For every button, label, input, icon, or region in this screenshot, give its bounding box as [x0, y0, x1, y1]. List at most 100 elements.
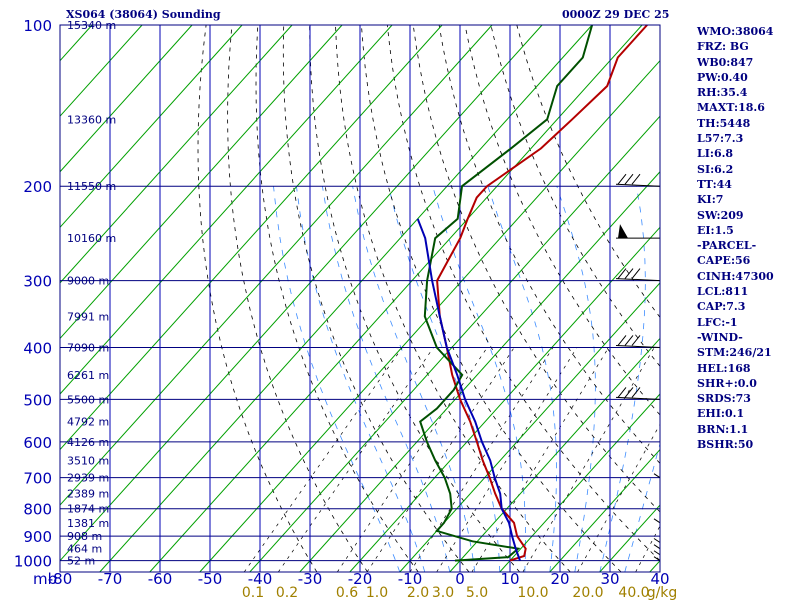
- barb-feather: [631, 387, 641, 398]
- isotherm: [59, 24, 443, 450]
- barb-feather: [624, 335, 634, 346]
- index-line: L57:7.3: [697, 132, 744, 146]
- height-label: 10160 m: [67, 232, 116, 245]
- isotherm: [59, 24, 143, 117]
- time-label: 0000Z 29 DEC 25: [562, 8, 670, 21]
- height-label: 9000 m: [67, 275, 109, 288]
- wind-barb: [615, 335, 661, 348]
- isotherm: [649, 560, 661, 573]
- index-line: TH:5448: [697, 116, 751, 130]
- moist-adiabat: [624, 443, 661, 573]
- moist-adiabat: [273, 186, 401, 573]
- wind-barb: [616, 224, 660, 239]
- index-line: CINH:47300: [697, 269, 774, 283]
- isotherm: [59, 24, 343, 339]
- mixing-ratio-lines: [243, 347, 661, 573]
- barb-staff: [615, 278, 661, 282]
- pressure-tick-label: 800: [23, 501, 52, 519]
- mixing-ratio-labels: 0.1 0.2 0.6 1.0 2.0 3.0 5.0 10.0 20.0 40.0g/kg: [242, 585, 677, 600]
- plot-frame: [59, 24, 661, 573]
- mixing-ratio-label: 0.1: [242, 585, 264, 600]
- mixing-ratio-label: 40.0: [618, 585, 649, 600]
- moist-adiabat: [556, 186, 596, 573]
- mixing-ratio-line: [522, 347, 655, 573]
- series-parcel: [416, 218, 521, 561]
- mixing-ratio-label: 5.0: [466, 585, 488, 600]
- index-line: TT:44: [697, 177, 732, 191]
- isotherm: [549, 449, 661, 573]
- temperature-tick-label: -40: [248, 570, 273, 588]
- dry-adiabat: [490, 24, 661, 367]
- isotherm: [59, 24, 93, 61]
- isotherm: [449, 338, 661, 573]
- index-line: PW:0.40: [697, 70, 748, 84]
- chart-title: XS064 (38064) Sounding: [66, 8, 221, 21]
- wind-barb: [653, 544, 661, 550]
- wind-barb: [653, 473, 661, 479]
- height-label: 52 m: [67, 555, 95, 568]
- mixing-ratio-label: g/kg: [647, 585, 678, 600]
- height-label: 5500 m: [67, 393, 109, 406]
- index-line: SHR+:0.0: [697, 376, 757, 390]
- isotherm: [59, 24, 393, 395]
- wind-barb: [653, 518, 661, 524]
- barb-feather: [631, 268, 641, 279]
- temperature-tick-label: -30: [298, 570, 323, 588]
- index-line: SRDS:73: [697, 392, 751, 406]
- temperature-tick-label: -70: [98, 570, 123, 588]
- dry-adiabat: [361, 24, 622, 573]
- barb-feather: [631, 173, 641, 185]
- indices-panel: WMO:38064 FRZ: BG WB0:847 PW:0.40 RH:35.4 MAX…: [697, 24, 774, 452]
- index-line: WB0:847: [697, 55, 754, 69]
- dry-adiabat: [282, 24, 470, 573]
- temperature-tick-label: 0: [455, 570, 465, 588]
- temperature-tick-label: -80: [48, 570, 73, 588]
- wind-barb: [653, 556, 661, 562]
- moist-adiabat: [352, 186, 476, 573]
- index-line: STM:246/21: [697, 346, 772, 360]
- height-label: 1381 m: [67, 517, 109, 530]
- barb-feather: [617, 268, 627, 279]
- pressure-tick-label: 1000: [14, 553, 52, 571]
- dry-adiabat: [309, 24, 520, 573]
- series-dewpoint: [419, 24, 594, 562]
- index-line: BRN:1.1: [697, 422, 749, 436]
- height-label: 2389 m: [67, 488, 109, 501]
- isotherm: [59, 24, 193, 173]
- wind-barb: [653, 538, 661, 543]
- wind-barb: [615, 173, 661, 187]
- index-line: LI:6.8: [697, 147, 734, 161]
- temperature-tick-label: 20: [550, 570, 569, 588]
- index-line: WMO:38064: [697, 25, 774, 38]
- moist-adiabat: [599, 186, 646, 573]
- dry-adiabat: [227, 24, 368, 573]
- moist-adiabat: [432, 186, 526, 573]
- isotherm: [199, 60, 661, 573]
- barb-feather: [624, 268, 634, 279]
- wind-barb: [653, 550, 661, 556]
- index-line: -WIND-: [697, 330, 743, 344]
- barb-staff: [653, 550, 661, 556]
- isotherm: [59, 24, 493, 506]
- barb-feather: [624, 387, 634, 398]
- pressure-tick-label: 500: [23, 391, 52, 409]
- temperature-tick-label: -50: [198, 570, 223, 588]
- index-line: CAP:7.3: [697, 300, 746, 314]
- pressure-axis-label: mb: [33, 570, 57, 588]
- height-label: 13360 m: [67, 113, 116, 126]
- index-line: BSHR:50: [697, 438, 754, 452]
- mixing-ratio-label: 1.0: [366, 585, 388, 600]
- mixing-ratio-line: [243, 347, 403, 573]
- index-line: FRZ: BG: [697, 40, 749, 54]
- wind-barb: [615, 387, 661, 400]
- isotherms: [59, 24, 661, 573]
- index-line: KI:7: [697, 193, 724, 207]
- pressure-tick-label: 300: [23, 273, 52, 291]
- isotherm: [59, 24, 243, 228]
- pressure-tick-label: 700: [23, 470, 52, 488]
- temperature-labels: -80 -70 -60 -50 -40 -30 -20 -10 0 10 20 30 40: [48, 570, 670, 588]
- barb-staff: [615, 344, 661, 348]
- dry-adiabat: [516, 24, 661, 318]
